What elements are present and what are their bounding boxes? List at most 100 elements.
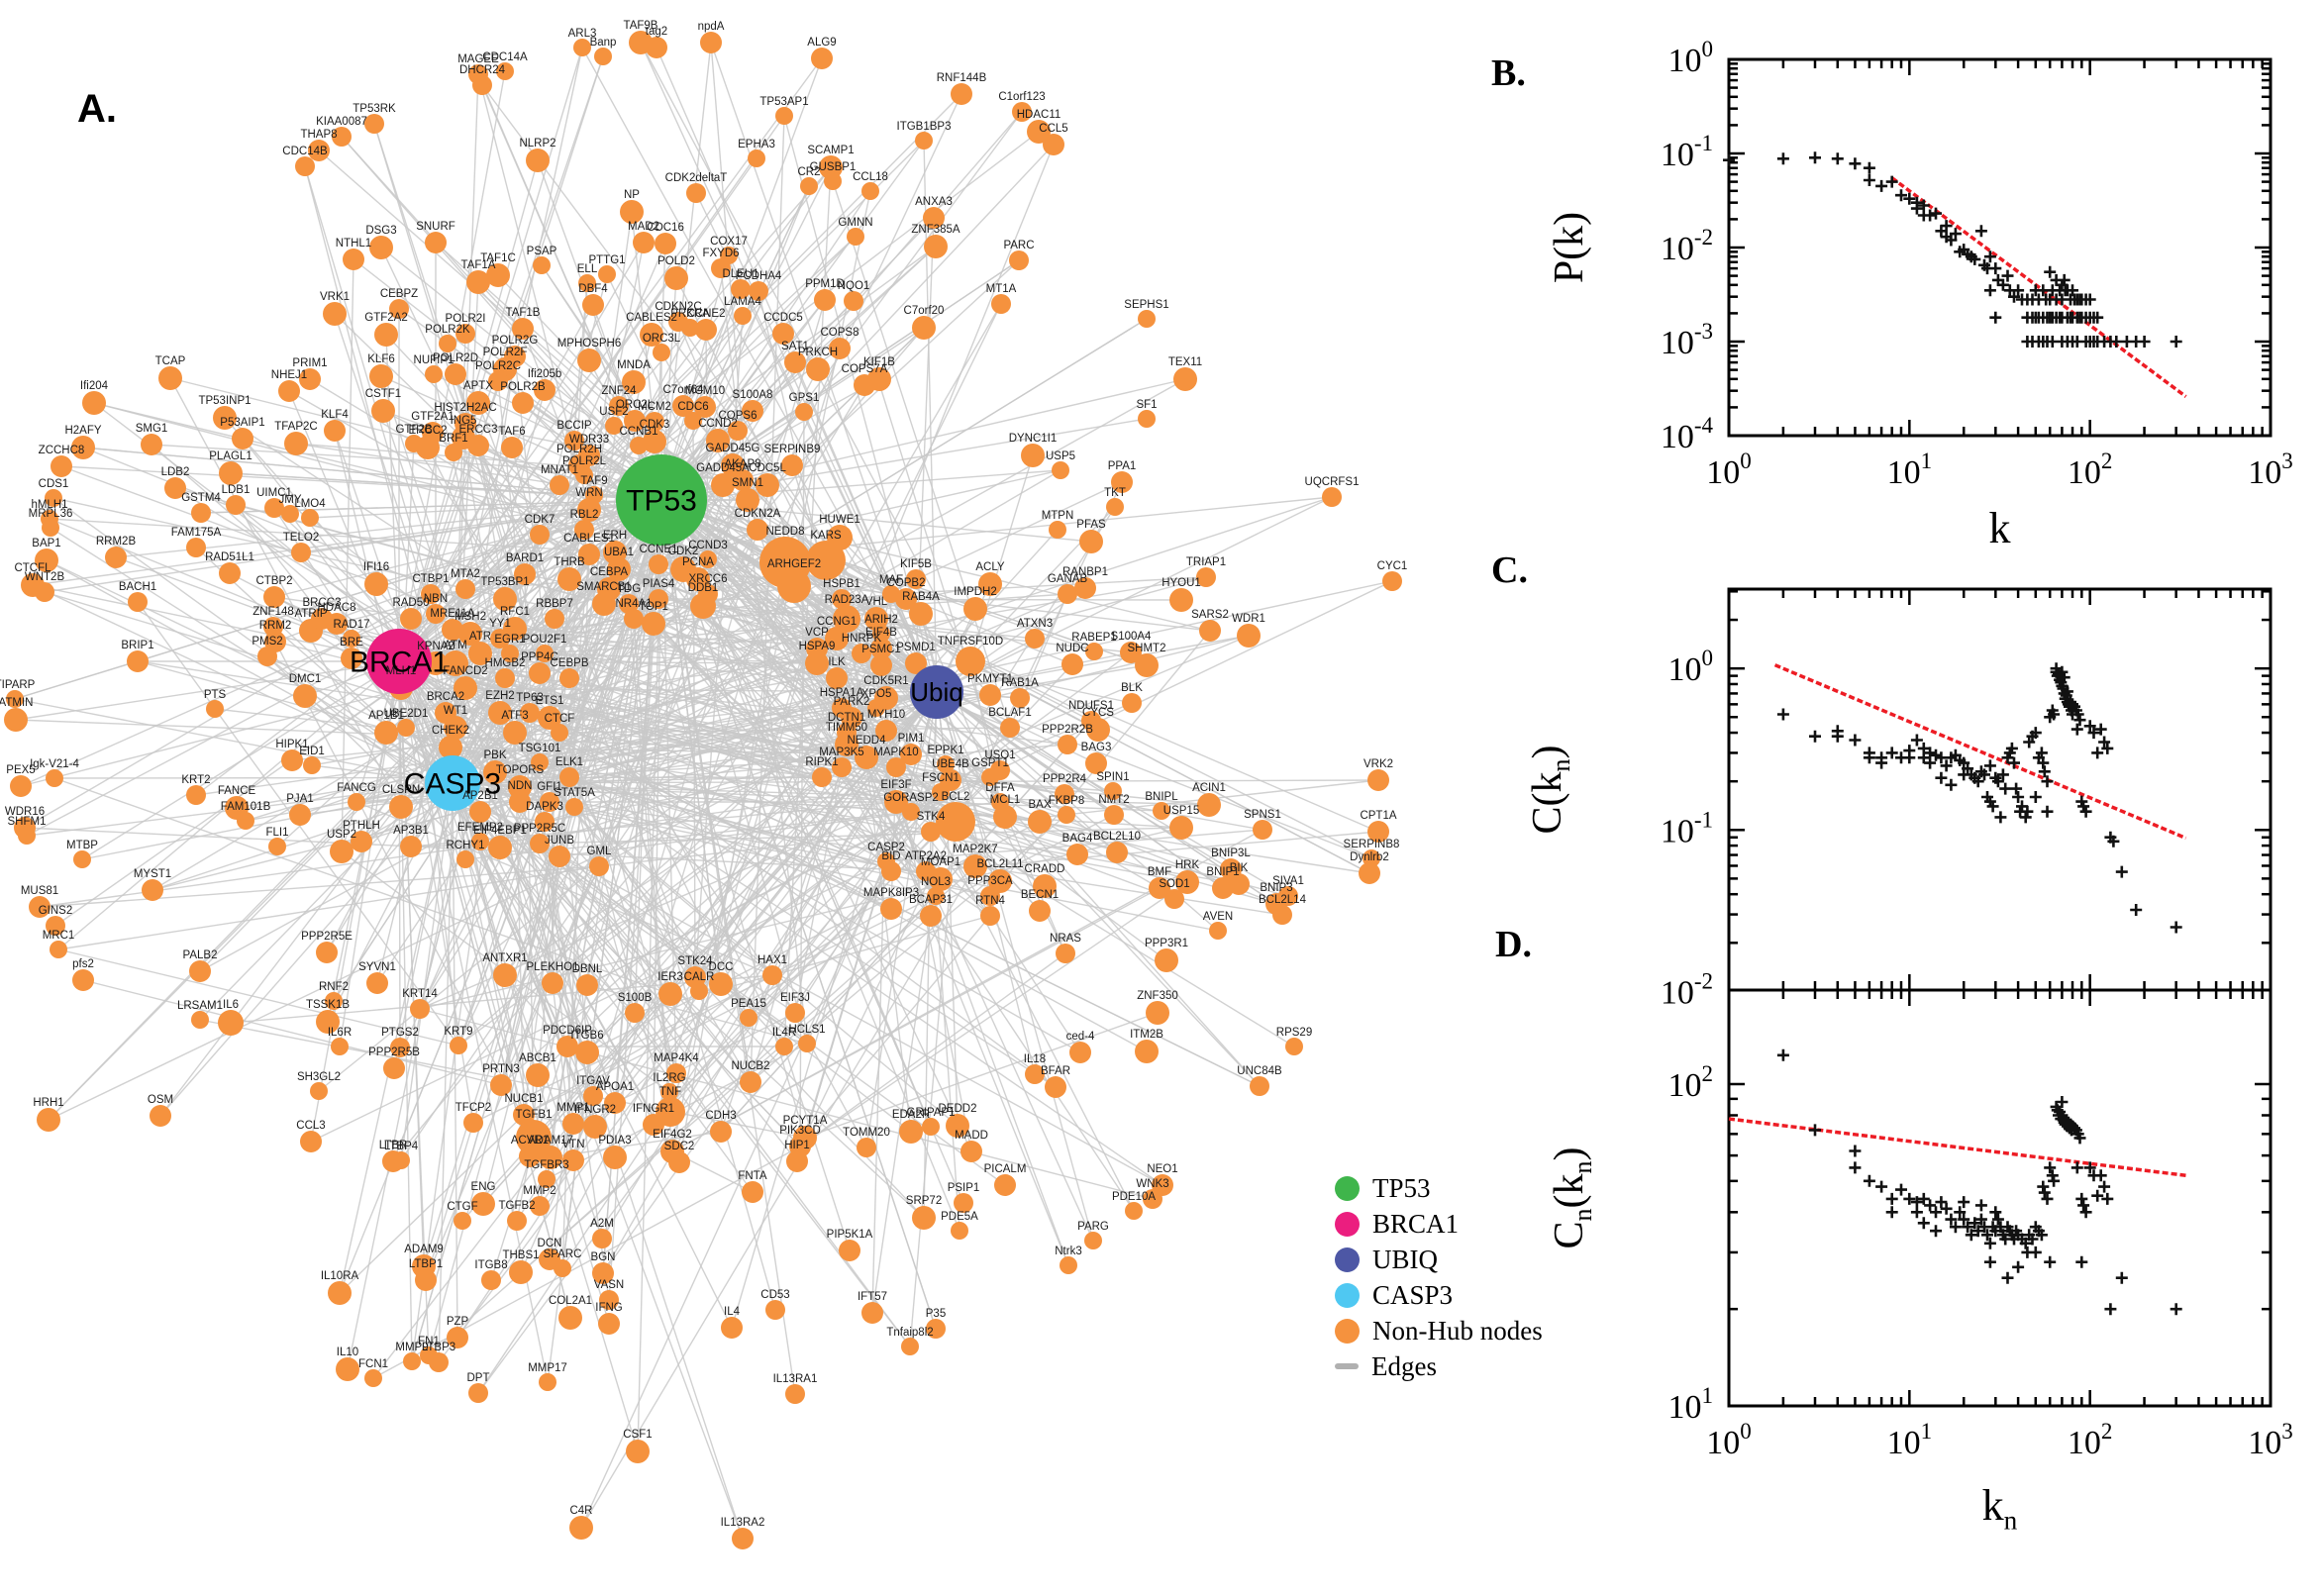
network-edge xyxy=(539,843,1163,1186)
gene-node xyxy=(542,972,563,994)
gene-node xyxy=(658,982,682,1006)
gene-node-label: ERCC3 xyxy=(459,424,498,436)
gene-node-label: CD53 xyxy=(760,1289,789,1301)
gene-node xyxy=(653,344,670,361)
gene-node-label: IFI16 xyxy=(363,561,389,573)
gene-node xyxy=(624,609,644,629)
gene-node-label: PPA1 xyxy=(1108,460,1137,472)
gene-node xyxy=(686,183,706,203)
network-edge xyxy=(836,576,1207,640)
gene-node-label: AP2B1 xyxy=(462,790,498,802)
gene-node xyxy=(564,431,584,450)
gene-node xyxy=(232,428,253,449)
scatter-points xyxy=(1776,662,2182,934)
gene-node-label: NQO1 xyxy=(838,280,870,292)
gene-node-label: DMC1 xyxy=(289,673,322,685)
gene-node-label: ITGB8 xyxy=(474,1259,507,1271)
gene-node-label: PCYT1A xyxy=(783,1115,828,1127)
gene-node xyxy=(960,1141,982,1162)
gene-node xyxy=(1111,471,1133,493)
gene-node-label: NDUFS1 xyxy=(1068,700,1114,712)
gene-node xyxy=(951,1222,968,1240)
gene-node-label: TKT xyxy=(1104,487,1126,499)
gene-node-label: NEDD8 xyxy=(766,526,805,538)
gene-node xyxy=(993,805,1017,829)
gene-node xyxy=(1173,367,1197,391)
gene-node xyxy=(466,391,490,415)
gene-node-label: EDA2R xyxy=(892,1109,930,1121)
gene-node-label: GTF2B xyxy=(395,424,432,436)
gene-node-label: CCNE2 xyxy=(687,308,726,320)
network-edge xyxy=(48,712,447,1121)
gene-node-label: POLR2F xyxy=(483,347,528,358)
network-edge xyxy=(452,779,1379,784)
gene-node-label: IFT57 xyxy=(858,1291,887,1303)
gene-node xyxy=(503,721,527,745)
gene-node-label: CCNB1 xyxy=(620,426,658,438)
gene-node xyxy=(468,642,492,665)
legend-item-ubiq: UBIQ xyxy=(1335,1242,1543,1277)
network-edge xyxy=(657,598,991,917)
gene-node-label: BCCIP xyxy=(556,420,591,432)
gene-node xyxy=(926,1319,946,1339)
gene-node xyxy=(626,1440,650,1463)
gene-node-label: SIVA1 xyxy=(1272,875,1304,887)
gene-node-label: POLR2C xyxy=(475,360,521,372)
gene-node xyxy=(219,562,241,584)
gene-node-label: ANTXR1 xyxy=(482,952,527,964)
gene-node xyxy=(46,769,63,787)
gene-node xyxy=(909,602,933,626)
gene-node xyxy=(1164,889,1184,909)
gene-node-label: MTPN xyxy=(1042,510,1074,522)
gene-node-label: CDS1 xyxy=(39,478,69,490)
gene-node-label: NEO1 xyxy=(1147,1163,1177,1175)
gene-node-label: PIM1 xyxy=(898,733,925,745)
gene-node xyxy=(1025,1064,1045,1084)
gene-node-label: HSPB1 xyxy=(823,578,860,590)
gene-node-label: EID1 xyxy=(299,746,325,757)
gene-node xyxy=(582,294,604,316)
network-edge xyxy=(81,691,938,860)
gene-node-label: TEX11 xyxy=(1168,356,1202,368)
gene-node-label: DDB1 xyxy=(688,582,719,594)
axis-tick-label: 101 xyxy=(1887,449,1933,491)
gene-node-label: MAP4K4 xyxy=(654,1052,699,1064)
gene-node-label: CDC16 xyxy=(647,222,684,234)
gene-node-label: FANCG xyxy=(337,782,376,794)
gene-node-label: VASN xyxy=(594,1279,624,1291)
axis-tick-label: 10-2 xyxy=(1661,225,1713,267)
network-edge xyxy=(660,499,808,1045)
gene-node-label: PARC xyxy=(1003,240,1034,251)
axis-tick-label: 100 xyxy=(1706,449,1752,491)
gene-node xyxy=(1079,530,1103,553)
gene-node-label: BRIP1 xyxy=(121,640,153,651)
gene-node xyxy=(956,647,985,676)
gene-node xyxy=(158,366,182,390)
gene-node-label: MTA2 xyxy=(451,568,480,580)
gene-node-label: GML xyxy=(587,846,613,857)
gene-node-label: POLR2L xyxy=(562,455,607,467)
network-edge xyxy=(871,593,892,1314)
gene-node-label: POLR2I xyxy=(446,313,486,325)
gene-node xyxy=(749,281,768,301)
gene-node-label: MAPK8IP3 xyxy=(863,887,919,899)
gene-node xyxy=(832,589,852,609)
network-edge xyxy=(309,499,662,519)
gene-node-label: CLSPN xyxy=(382,784,420,796)
gene-node xyxy=(1146,1001,1169,1025)
gene-node xyxy=(1056,944,1075,963)
gene-node-label: PTHLH xyxy=(343,820,380,832)
gene-node-label: LDB1 xyxy=(222,484,251,496)
network-edge xyxy=(614,551,1167,961)
gene-node-label: IL4 xyxy=(724,1306,741,1318)
gene-node xyxy=(929,867,953,891)
gene-node xyxy=(466,270,490,294)
gene-node xyxy=(551,724,568,742)
network-edge xyxy=(82,979,502,1086)
gene-node-label: CCL5 xyxy=(1039,123,1067,135)
legend-item-label: TP53 xyxy=(1372,1172,1431,1203)
gene-node xyxy=(444,716,467,740)
network-edge xyxy=(660,42,712,501)
gene-node xyxy=(558,1306,582,1330)
gene-node xyxy=(603,1146,627,1169)
